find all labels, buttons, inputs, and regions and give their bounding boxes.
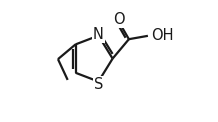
Text: N: N (93, 27, 104, 42)
Text: O: O (113, 12, 125, 27)
Text: OH: OH (151, 28, 173, 43)
Text: S: S (94, 77, 104, 92)
